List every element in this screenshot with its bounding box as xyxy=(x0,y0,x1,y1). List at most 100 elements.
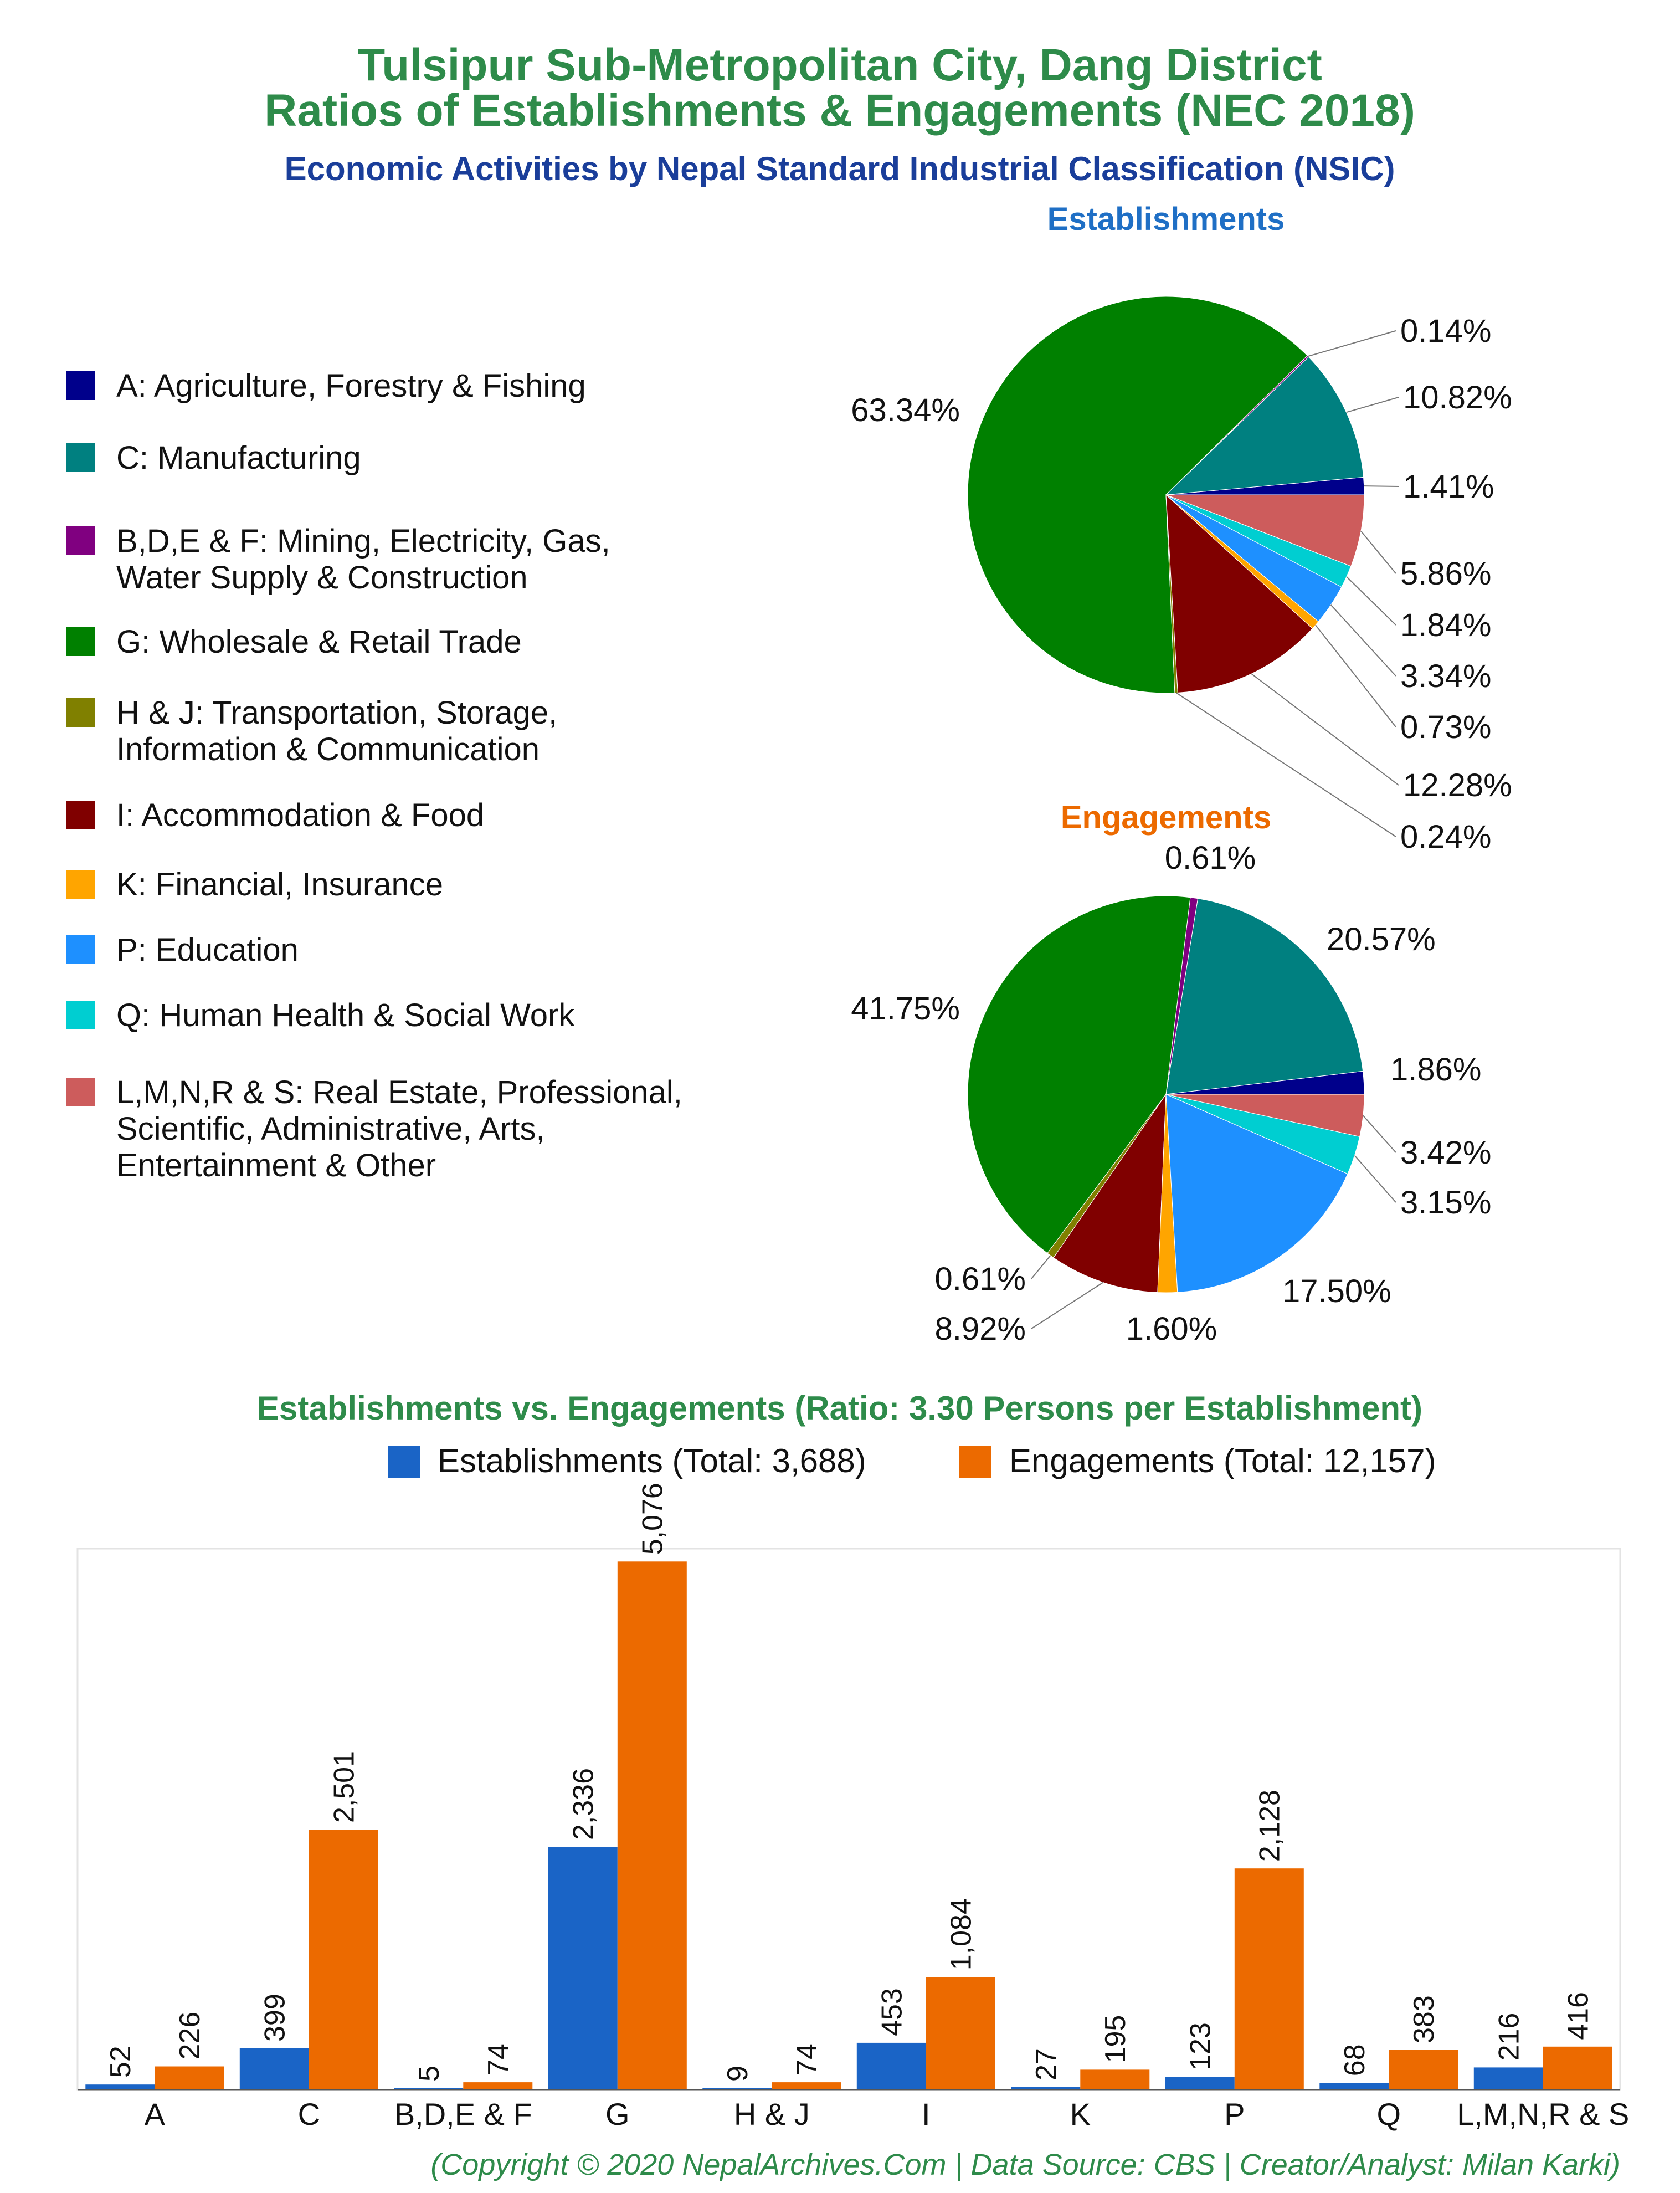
legend-swatch xyxy=(66,526,95,555)
bar-value-label: 74 xyxy=(791,2043,823,2076)
x-tick-label: P xyxy=(1224,2097,1245,2131)
legend-swatch xyxy=(66,698,95,727)
bar-value-label: 416 xyxy=(1562,1992,1594,2040)
x-tick-label: Q xyxy=(1377,2097,1401,2131)
bar-chart-title: Establishments vs. Engagements (Ratio: 3… xyxy=(257,1390,1422,1427)
bar-value-label: 74 xyxy=(482,2043,515,2076)
bar-value-label: 27 xyxy=(1030,2048,1062,2081)
legend: A: Agriculture, Forestry & Fishing C: Man… xyxy=(66,368,682,1183)
bar-value-label: 216 xyxy=(1493,2013,1525,2061)
legend-item: Q: Human Health & Social Work xyxy=(66,997,575,1033)
bar-value-label: 9 xyxy=(722,2066,754,2082)
bar-engagements xyxy=(617,1561,687,2090)
pie-slice-i xyxy=(1165,494,1313,693)
legend-label: Entertainment & Other xyxy=(116,1147,436,1183)
legend-label: B,D,E & F: Mining, Electricity, Gas, xyxy=(116,523,610,559)
bar-establishments xyxy=(1165,2077,1235,2090)
bar-value-label: 2,501 xyxy=(328,1751,360,1823)
engagements-pie-title: Engagements xyxy=(1061,800,1271,836)
pie-value-label: 1.84% xyxy=(1400,607,1491,643)
bar-establishments xyxy=(856,2042,926,2090)
pie-leader-line xyxy=(1346,397,1399,413)
pie-value-label: 8.92% xyxy=(935,1311,1026,1347)
pie-value-label: 3.42% xyxy=(1400,1135,1491,1171)
pie-value-label: 1.41% xyxy=(1403,469,1494,505)
establishments-pie-title: Establishments xyxy=(1047,201,1285,237)
x-tick-label: I xyxy=(922,2097,931,2131)
x-tick-label: H & J xyxy=(734,2097,810,2131)
bar-engagements xyxy=(1080,2069,1150,2090)
pie-value-label: 0.14% xyxy=(1400,313,1491,349)
bar-value-label: 226 xyxy=(174,2012,206,2060)
legend-swatch xyxy=(66,371,95,400)
bar-value-label: 2,128 xyxy=(1253,1790,1286,1862)
legend-label: K: Financial, Insurance xyxy=(116,867,443,903)
bar-engagements xyxy=(926,1977,995,2090)
bar-establishments xyxy=(1319,2083,1389,2090)
pie-value-label: 1.60% xyxy=(1126,1311,1217,1347)
bar-value-label: 195 xyxy=(1100,2015,1132,2063)
pie-value-label: 5.86% xyxy=(1400,556,1491,592)
legend-item: A: Agriculture, Forestry & Fishing xyxy=(66,368,586,404)
bar-value-label: 2,336 xyxy=(567,1768,599,1840)
pie-value-label: 0.24% xyxy=(1400,819,1491,855)
legend-label: L,M,N,R & S: Real Estate, Professional, xyxy=(116,1074,682,1110)
plot-frame xyxy=(76,1548,1621,2091)
legend-swatch xyxy=(66,443,95,472)
bar-value-label: 1,084 xyxy=(945,1898,977,1970)
pie-leader-line xyxy=(1031,1282,1104,1329)
subtitle: Economic Activities by Nepal Standard In… xyxy=(285,150,1395,187)
bar-value-label: 453 xyxy=(876,1988,908,2036)
legend-label: Q: Human Health & Social Work xyxy=(116,997,575,1033)
legend-label: A: Agriculture, Forestry & Fishing xyxy=(116,368,586,404)
pie-value-label: 41.75% xyxy=(851,991,960,1027)
x-tick-label: B,D,E & F xyxy=(394,2097,532,2131)
pie-slice-lmnrs xyxy=(1165,1094,1365,1137)
pie-value-label: 10.82% xyxy=(1403,380,1512,416)
bar-engagements xyxy=(1234,1868,1304,2090)
pie-leader-line xyxy=(1354,1155,1396,1203)
pie-leader-line xyxy=(1363,1115,1396,1153)
legend-item: G: Wholesale & Retail Trade xyxy=(66,624,522,660)
bar-legend-label: Establishments (Total: 3,688) xyxy=(438,1442,866,1479)
bar-establishments xyxy=(239,2048,309,2090)
title-line-1: Tulsipur Sub-Metropolitan City, Dang Dis… xyxy=(357,40,1322,90)
pie-leader-line xyxy=(1360,530,1396,574)
legend-label: H & J: Transportation, Storage, xyxy=(116,695,557,731)
pie-leader-line xyxy=(1308,330,1396,357)
bar-value-label: 5 xyxy=(413,2066,445,2082)
x-tick-label: G xyxy=(605,2097,630,2131)
bar-value-label: 383 xyxy=(1408,1995,1440,2043)
pie-value-label: 0.61% xyxy=(1165,840,1256,876)
pie-leader-line xyxy=(1176,692,1396,837)
bar-legend-label: Engagements (Total: 12,157) xyxy=(1009,1442,1436,1479)
legend-label: P: Education xyxy=(116,932,299,968)
x-tick-label: C xyxy=(298,2097,320,2131)
x-tick-label: L,M,N,R & S xyxy=(1457,2097,1629,2131)
pie-leader-line xyxy=(1315,624,1396,727)
x-tick-label: A xyxy=(145,2097,166,2131)
pie-slice-i xyxy=(1053,1093,1167,1293)
legend-item: P: Education xyxy=(66,932,299,968)
legend-item: K: Financial, Insurance xyxy=(66,867,443,903)
pie-leader-line xyxy=(1330,604,1396,677)
footer-credit: (Copyright © 2020 NepalArchives.Com | Da… xyxy=(430,2148,1620,2181)
bar-value-label: 399 xyxy=(259,1994,291,2042)
legend-label: C: Manufacturing xyxy=(116,440,361,476)
bar-establishments xyxy=(85,2084,155,2090)
pie-leader-line xyxy=(1346,576,1396,626)
legend-item: C: Manufacturing xyxy=(66,440,361,476)
pie-value-label: 3.34% xyxy=(1400,658,1491,694)
bar-establishments xyxy=(1473,2067,1543,2090)
legend-item: L,M,N,R & S: Real Estate, Professional,S… xyxy=(66,1074,682,1183)
bar-engagements xyxy=(772,2082,841,2090)
bar-establishments xyxy=(548,1847,618,2090)
bar-value-label: 123 xyxy=(1184,2022,1216,2071)
legend-swatch xyxy=(66,1001,95,1029)
bar-engagements xyxy=(1389,2050,1458,2090)
pie-leader-line xyxy=(1031,1255,1051,1279)
legend-item: I: Accommodation & Food xyxy=(66,797,484,833)
bar-value-label: 5,076 xyxy=(636,1483,669,1555)
